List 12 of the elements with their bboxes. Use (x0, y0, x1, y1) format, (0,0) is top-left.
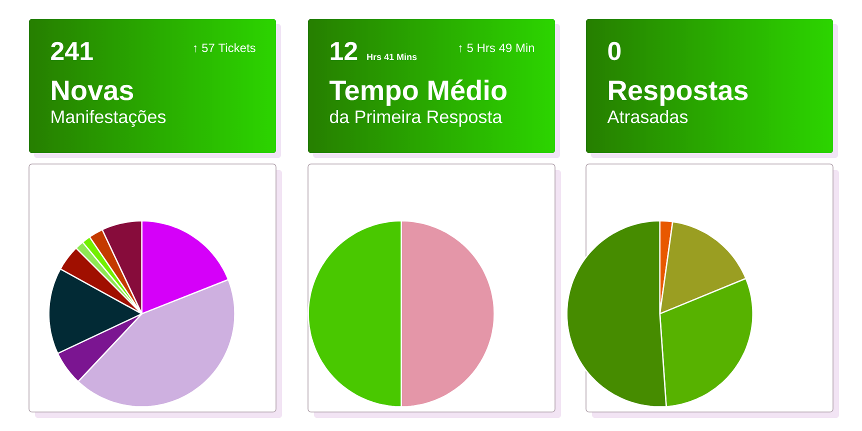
text: da Primeira Resposta (330, 110, 502, 127)
text: Hrs 41 Mins (367, 53, 417, 60)
text: Novas (52, 80, 134, 100)
text: Tempo Médio (330, 79, 506, 106)
text: 12 (330, 42, 358, 60)
text: Atrasadas (607, 110, 688, 124)
text: 241 (51, 42, 93, 60)
text: Respostas (609, 80, 748, 106)
text: Manifestações (52, 110, 166, 127)
text: 0 (608, 42, 621, 60)
text: ↑ 5 Hrs 49 Min (459, 43, 534, 52)
text: ↑ 57 Tickets (194, 43, 256, 52)
